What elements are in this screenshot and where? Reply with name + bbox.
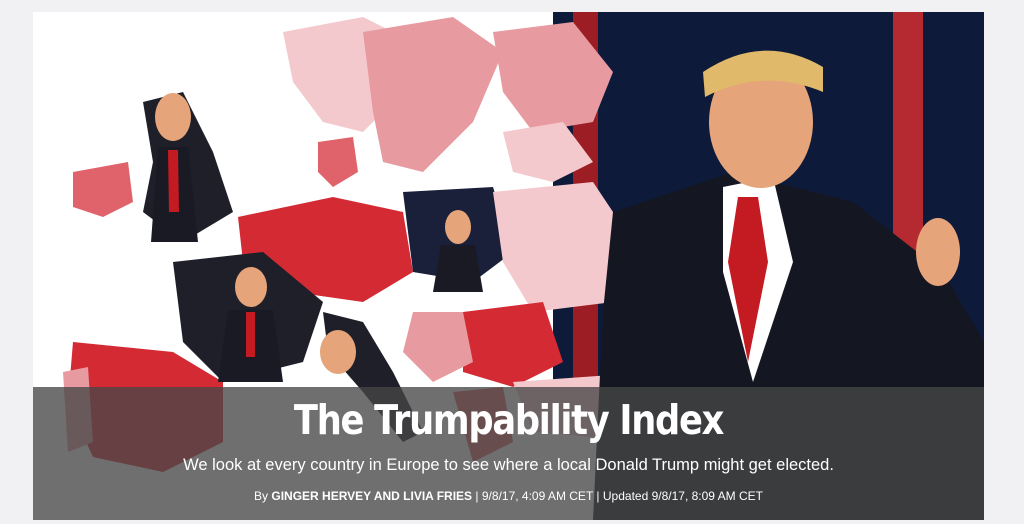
hero-image: The Trumpability Index We look at every …: [33, 12, 984, 520]
published-date: 9/8/17, 4:09 AM CET: [481, 489, 594, 503]
caption-overlay: [33, 387, 984, 520]
region-baltics: [503, 122, 593, 182]
byline: By GINGER HERVEY AND LIVIA FRIES | 9/8/1…: [33, 489, 984, 503]
byline-separator: |: [596, 489, 600, 503]
byline-separator: |: [475, 489, 479, 503]
updated-label: Updated: [602, 489, 649, 503]
trump-figure-italy: [320, 330, 356, 374]
region-sweden: [363, 17, 503, 172]
byline-prefix: By: [254, 489, 269, 503]
region-romania: [463, 302, 563, 387]
article-title: The Trumpability Index: [293, 396, 724, 444]
trump-figure-uk: [151, 93, 198, 242]
region-denmark: [318, 137, 358, 187]
trump-figure-france: [218, 267, 283, 382]
trump-figure-poland: [433, 210, 483, 292]
article-subtitle: We look at every country in Europe to se…: [183, 456, 834, 474]
region-ukraine: [493, 182, 633, 312]
region-ireland: [73, 162, 133, 217]
region-balkans: [403, 312, 473, 382]
updated-date: 9/8/17, 8:09 AM CET: [651, 489, 763, 503]
region-finland: [493, 22, 613, 132]
author-names[interactable]: GINGER HERVEY AND LIVIA FRIES: [271, 489, 473, 503]
